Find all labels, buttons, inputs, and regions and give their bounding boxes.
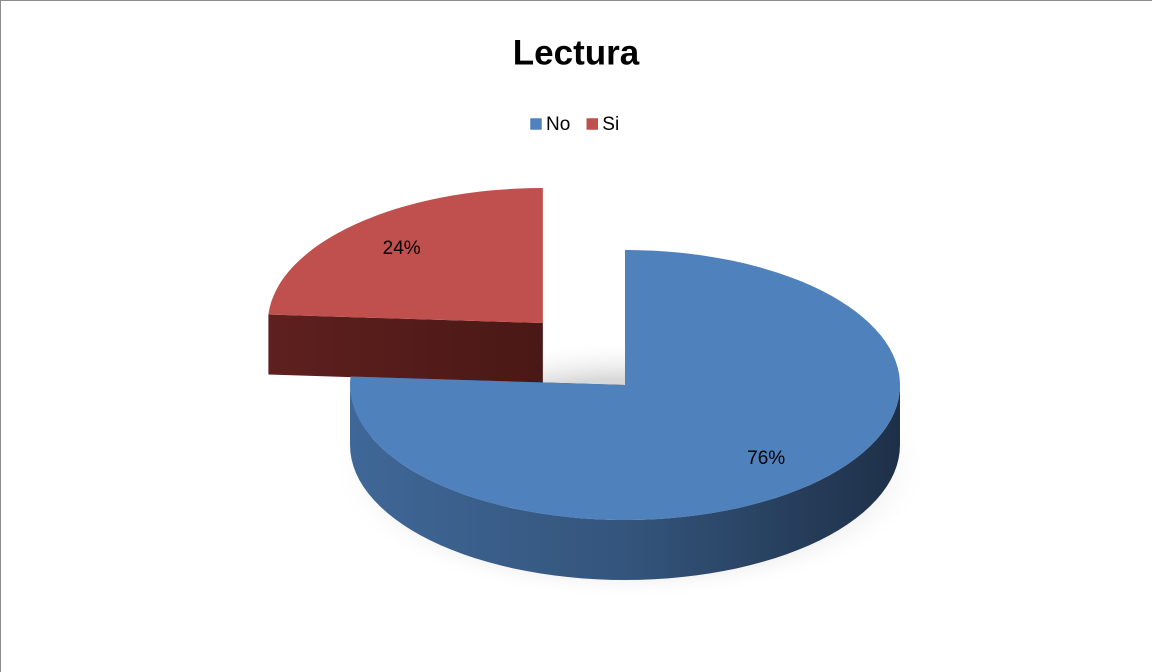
data-label: 24%: [383, 238, 421, 259]
slice: [268, 188, 543, 324]
legend-swatch: [529, 117, 543, 131]
legend-swatch: [586, 117, 599, 131]
data-label: 76%: [747, 448, 785, 469]
slice-side: [350, 385, 900, 580]
slice-wall: [268, 314, 543, 384]
legend-label: Si: [602, 114, 619, 135]
pie: 76% 24%: [268, 188, 901, 580]
legend-label: No: [546, 114, 570, 135]
chart-title: Lectura: [513, 33, 640, 72]
slice: [350, 250, 901, 520]
legend: No Si: [529, 114, 619, 135]
